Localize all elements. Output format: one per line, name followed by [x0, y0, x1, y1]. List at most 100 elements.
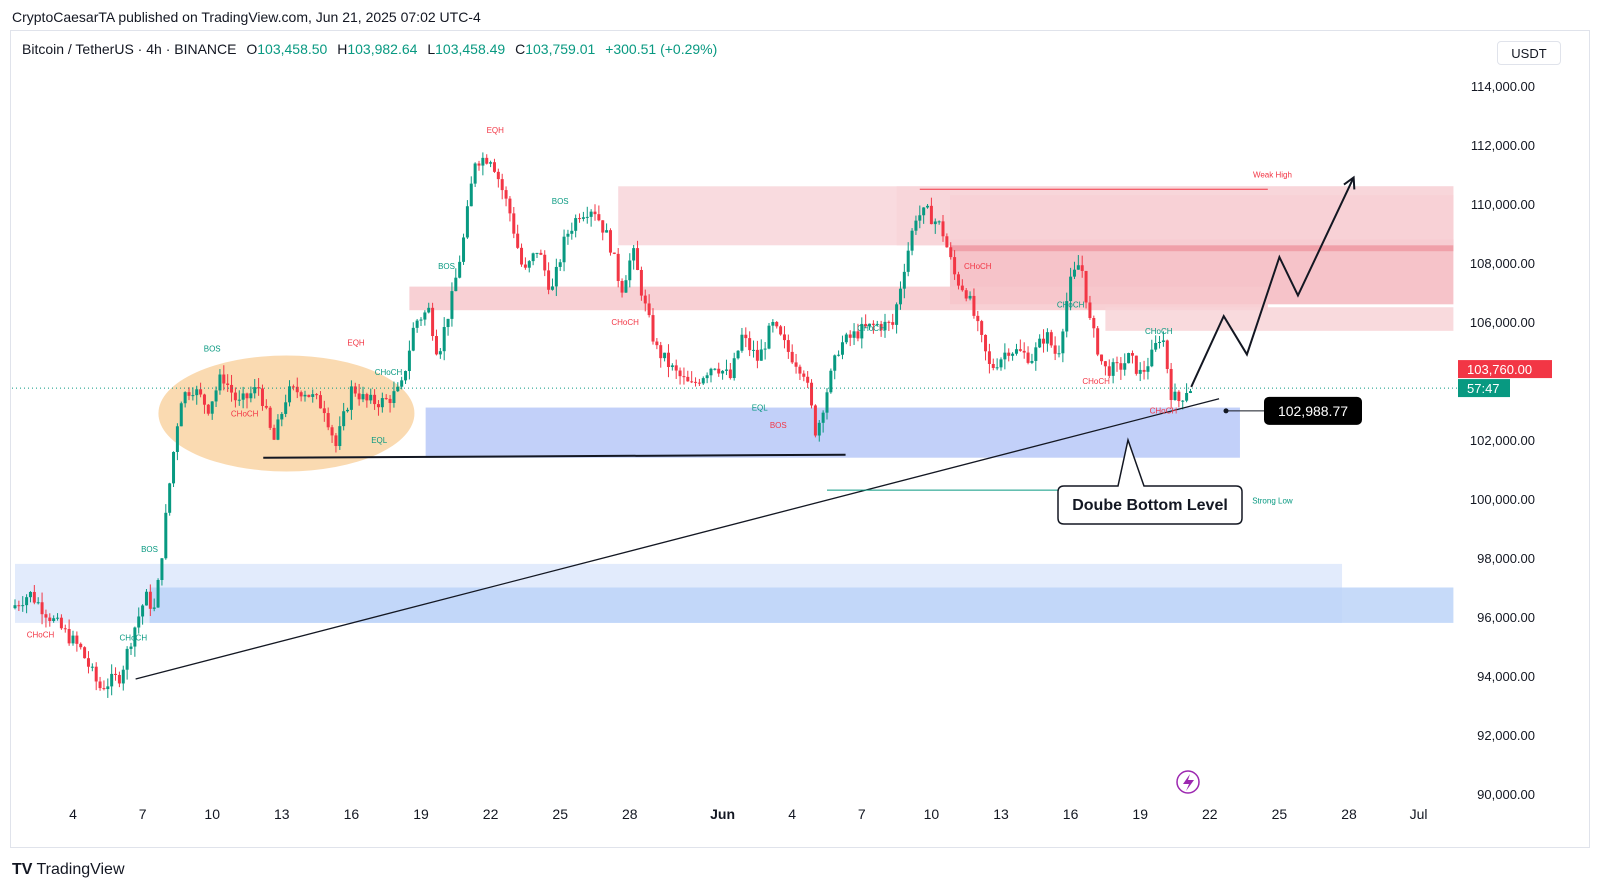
candle-body [1107, 366, 1111, 376]
candle-body [705, 375, 709, 379]
candle-body [1072, 269, 1076, 277]
candle-body [987, 351, 991, 364]
structure-label: CHoCH [964, 262, 992, 271]
candle-body [268, 407, 272, 428]
candle-body [829, 370, 833, 393]
candle-body [168, 483, 172, 513]
footer-brand[interactable]: TV TradingView [12, 861, 125, 879]
structure-label: EQL [752, 404, 769, 413]
candle-body [520, 247, 524, 265]
candle-body [210, 401, 214, 414]
candle-body [810, 382, 814, 406]
candle-body [570, 230, 574, 234]
candle-body [825, 392, 829, 413]
last-price-text: 103,760.00 [1467, 362, 1532, 377]
candle-body [1065, 301, 1069, 332]
candle-body [740, 334, 744, 351]
candle-body [856, 331, 860, 339]
y-tick-label: 114,000.00 [1471, 79, 1535, 94]
currency-selector[interactable]: USDT [1497, 41, 1561, 65]
candle-body [891, 322, 895, 325]
candle-body [40, 602, 44, 615]
candle-body [1007, 352, 1011, 356]
candle-body [284, 402, 288, 414]
candle-body [1011, 353, 1015, 356]
candle-body [214, 390, 218, 402]
candle-body [148, 591, 152, 609]
structure-label: CHoCH [1057, 300, 1085, 309]
candle-body [400, 380, 404, 387]
candle-body [713, 368, 717, 370]
candle-body [1130, 353, 1134, 356]
x-tick-label: Jul [1410, 806, 1428, 822]
candle-body [318, 395, 322, 409]
candle-body [226, 383, 230, 385]
candle-body [670, 365, 674, 368]
candle-body [438, 351, 442, 355]
candle-body [160, 558, 164, 581]
brand-name: TradingView [36, 861, 125, 878]
candle-body [531, 253, 535, 262]
candle-body [1034, 347, 1038, 361]
candle-body [175, 426, 179, 452]
candle-body [90, 666, 94, 668]
low-label: L [427, 41, 436, 57]
candle-body [871, 323, 875, 325]
structure-label: CHoCH [857, 324, 885, 333]
candle-body [995, 367, 999, 369]
candle-body [918, 215, 922, 221]
candle-body [632, 248, 636, 261]
candle-body [562, 236, 566, 263]
candle-body [1142, 369, 1146, 372]
structure-label: CHoCH [231, 409, 259, 418]
y-tick-label: 98,000.00 [1477, 551, 1535, 566]
candle-body [334, 435, 338, 447]
structure-label: CHoCH [1145, 327, 1173, 336]
candle-body [589, 211, 593, 217]
candle-body [1127, 353, 1131, 364]
candle-body [257, 387, 261, 389]
candle-body [71, 635, 75, 644]
chart-frame [10, 30, 1590, 848]
candle-body [968, 295, 972, 299]
structure-label: EQL [371, 436, 388, 445]
candle-body [473, 163, 477, 184]
candle-body [156, 580, 160, 608]
candle-body [384, 398, 388, 400]
structure-label: CHoCH [27, 631, 55, 640]
candle-body [980, 321, 984, 335]
candle-body [767, 325, 771, 349]
candle-body [864, 323, 868, 327]
candle-body [164, 512, 168, 559]
candle-body [813, 405, 817, 436]
timer-tag [1458, 379, 1510, 398]
candle-body [929, 205, 933, 225]
structure-label: CHoCH [611, 318, 639, 327]
candle-body [887, 321, 891, 323]
candle-body [717, 368, 721, 374]
candle-body [1084, 270, 1088, 303]
high-label: H [337, 41, 348, 57]
candle-body [1049, 332, 1053, 346]
candle-body [492, 162, 496, 172]
candle-body [442, 327, 446, 352]
change-value: +300.51 (+0.29%) [605, 41, 718, 57]
x-tick-label: 25 [1272, 806, 1288, 822]
candle-body [906, 250, 910, 272]
candle-body [694, 381, 698, 383]
candle-body [52, 618, 56, 621]
candle-body [895, 304, 899, 325]
candle-body [763, 348, 767, 350]
candle-body [357, 393, 361, 400]
support-line [263, 453, 846, 459]
candle-body [152, 607, 156, 609]
candle-body [821, 412, 825, 423]
candle-body [972, 295, 976, 316]
y-tick-label: 90,000.00 [1477, 787, 1535, 802]
x-tick-label: 7 [858, 806, 866, 822]
candle-body [755, 349, 759, 361]
x-tick-label: 4 [69, 806, 77, 822]
candle-body [1022, 350, 1026, 353]
candle-body [28, 591, 32, 598]
